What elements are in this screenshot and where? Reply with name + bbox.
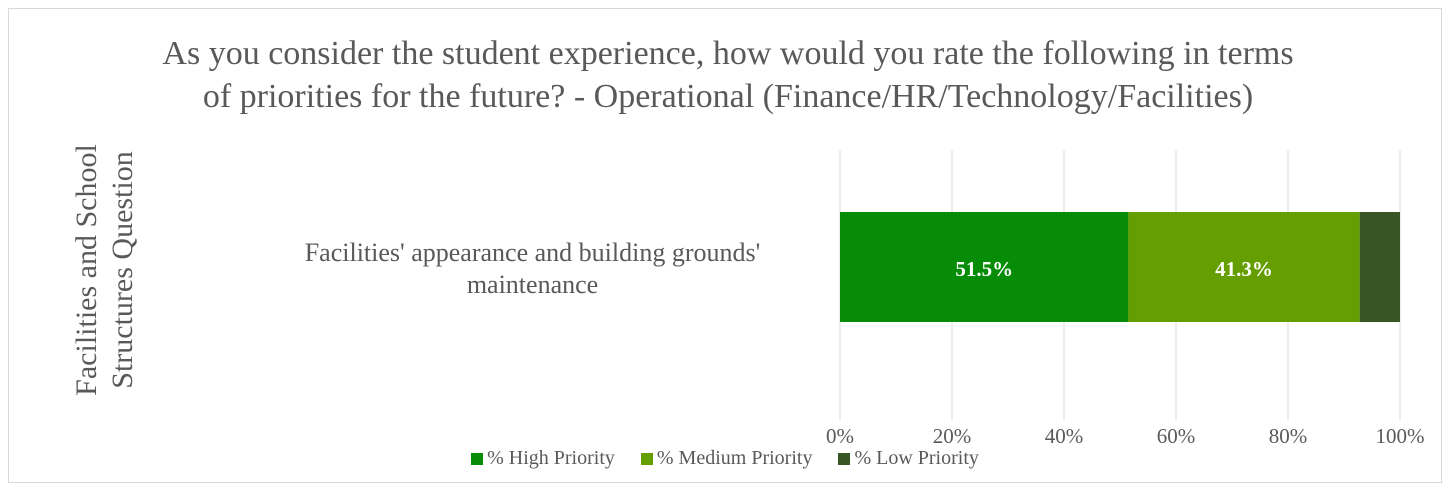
x-tick-label: 60%: [1157, 424, 1196, 448]
chart-title: As you consider the student experience, …: [162, 35, 1294, 115]
chart-border: [8, 8, 1442, 483]
x-tick-label: 100%: [1376, 424, 1425, 448]
x-tick-label: 20%: [933, 424, 972, 448]
data-label: 51.5%: [955, 257, 1013, 281]
legend-item: % High Priority: [471, 447, 615, 470]
legend-label: % High Priority: [487, 447, 615, 469]
legend-label: % Low Priority: [854, 447, 979, 469]
legend-item: % Medium Priority: [640, 447, 813, 470]
data-label: 41.3%: [1215, 257, 1273, 281]
legend-swatch: [838, 452, 851, 465]
bar-segment: [1359, 212, 1400, 322]
x-tick-label: 80%: [1269, 424, 1308, 448]
y-axis-label: Facilities and School Structures Questio…: [70, 144, 139, 396]
legend-item: % Low Priority: [838, 447, 979, 470]
bar-segment: [1128, 212, 1360, 322]
legend: % High Priority % Medium Priority % Low Pr…: [0, 447, 1450, 470]
bar-segment: [840, 212, 1129, 322]
legend-label: % Medium Priority: [656, 447, 813, 469]
category-label: Facilities' appearance and building grou…: [304, 238, 761, 299]
x-tick-label: 40%: [1045, 424, 1084, 448]
legend-swatch: [640, 452, 653, 465]
legend-swatch: [471, 452, 484, 465]
x-tick-label: 0%: [826, 424, 854, 448]
